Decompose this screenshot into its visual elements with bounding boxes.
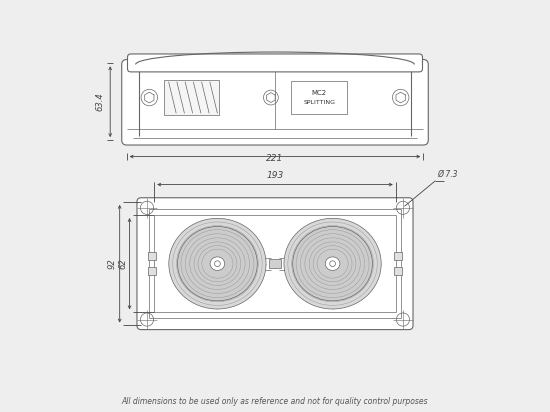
Ellipse shape: [293, 227, 372, 301]
Bar: [148, 267, 156, 275]
Ellipse shape: [169, 218, 266, 309]
Ellipse shape: [178, 227, 257, 301]
FancyBboxPatch shape: [122, 60, 428, 145]
Bar: [292, 81, 347, 114]
Text: All dimensions to be used only as reference and not for quality control purposes: All dimensions to be used only as refere…: [122, 397, 428, 406]
Text: 193: 193: [266, 171, 284, 180]
Bar: [129, 60, 421, 71]
Bar: [269, 259, 281, 268]
Ellipse shape: [210, 257, 225, 271]
Text: SPLITTING: SPLITTING: [303, 100, 336, 105]
Bar: [394, 267, 402, 275]
FancyBboxPatch shape: [128, 54, 422, 72]
Text: 221: 221: [266, 154, 284, 163]
Text: 62: 62: [118, 258, 127, 269]
Ellipse shape: [284, 218, 381, 309]
Ellipse shape: [325, 257, 340, 271]
Text: 92: 92: [107, 258, 117, 269]
FancyBboxPatch shape: [137, 198, 413, 330]
Text: MC2: MC2: [312, 90, 327, 96]
Bar: [148, 252, 156, 260]
Text: Ø 7.3: Ø 7.3: [437, 170, 458, 179]
Bar: [394, 252, 402, 260]
Circle shape: [214, 261, 221, 267]
Bar: [164, 80, 219, 115]
Text: 63.4: 63.4: [95, 92, 104, 111]
Circle shape: [329, 261, 336, 267]
